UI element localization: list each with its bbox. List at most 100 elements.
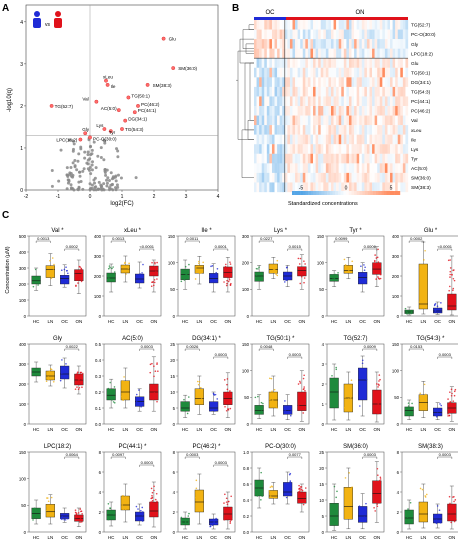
boxplot-point xyxy=(298,407,301,409)
boxplot-point xyxy=(74,388,77,390)
heatmap-cell xyxy=(264,29,267,40)
heatmap-cell xyxy=(284,20,288,30)
heatmap-cell xyxy=(359,144,362,154)
boxplot-ytick-label: 0 xyxy=(24,530,27,535)
boxplot-point xyxy=(300,486,303,488)
heatmap-cell xyxy=(390,58,393,68)
heatmap-cell xyxy=(264,86,267,97)
boxplot-point xyxy=(303,260,305,262)
heatmap-cell xyxy=(284,125,288,135)
heatmap-cell xyxy=(392,39,396,49)
heatmap-cell xyxy=(343,182,347,193)
heatmap-cell xyxy=(289,77,293,88)
boxplot-ytick-label: 0 xyxy=(173,422,176,427)
heatmap-cell xyxy=(292,144,296,154)
boxplot-point xyxy=(379,404,381,407)
boxplot-point xyxy=(215,271,218,274)
heatmap-cell xyxy=(341,67,344,78)
heatmap-cell xyxy=(405,163,409,174)
boxplot-frame xyxy=(177,343,236,425)
boxplot-point xyxy=(407,508,409,510)
heatmap-cell xyxy=(261,58,265,68)
heatmap-cell xyxy=(341,20,344,30)
heatmap-cell xyxy=(264,172,267,183)
heatmap-cell xyxy=(338,39,342,49)
heatmap-cell xyxy=(377,115,380,126)
heatmap-cell xyxy=(405,86,409,97)
heatmap-cell xyxy=(259,29,262,40)
heatmap-cell xyxy=(266,77,270,88)
boxplot-point xyxy=(61,515,64,518)
boxplot-point xyxy=(52,381,55,383)
boxplot-point xyxy=(153,265,156,268)
heatmap-cell xyxy=(264,106,267,116)
volcano-xtick-label: 2 xyxy=(153,194,156,200)
volcano-point-nonsig xyxy=(79,179,83,183)
heatmap-cell xyxy=(256,39,260,49)
heatmap-cell xyxy=(369,58,373,68)
boxplot-point xyxy=(449,411,452,413)
boxplot-point xyxy=(448,298,450,300)
boxplot-point xyxy=(211,524,214,527)
heatmap-cell xyxy=(274,77,278,88)
boxplot-point xyxy=(438,513,440,516)
heatmap-cell xyxy=(400,182,404,193)
heatmap-cell xyxy=(331,96,334,107)
boxplot-point xyxy=(47,500,50,503)
heatmap-cell xyxy=(277,163,280,174)
boxplot-point xyxy=(336,490,338,493)
heatmap-cell xyxy=(377,48,380,59)
heatmap-cell xyxy=(387,125,391,135)
heatmap-cell xyxy=(402,29,406,40)
heatmap-row-label: Val xyxy=(411,118,418,124)
heatmap-cell xyxy=(259,163,262,174)
boxplot-point xyxy=(50,277,53,280)
heatmap-cell xyxy=(359,39,362,49)
boxplot-xtick-label: HC xyxy=(33,427,40,432)
heatmap-cell xyxy=(397,163,401,174)
heatmap-cell xyxy=(328,115,332,126)
heatmap-cell xyxy=(315,134,319,145)
heatmap-cell xyxy=(271,67,275,78)
heatmap-cell xyxy=(313,96,316,107)
boxplot-point xyxy=(196,380,199,383)
boxplot-point xyxy=(434,309,437,312)
heatmap-cell xyxy=(318,144,321,154)
boxplot-point xyxy=(418,504,421,506)
boxplot-box-on xyxy=(297,491,307,504)
boxplot-point xyxy=(224,405,226,408)
heatmap-cell xyxy=(379,96,383,107)
heatmap-cell xyxy=(313,29,316,40)
heatmap-cell xyxy=(348,172,352,183)
heatmap-cell xyxy=(390,106,393,116)
boxplot-point xyxy=(290,409,293,412)
heatmap-row-label: Lys xyxy=(411,147,419,153)
heatmap-cell xyxy=(279,144,283,154)
heatmap-cell xyxy=(264,96,267,107)
heatmap-cell xyxy=(336,96,339,107)
boxplot-point xyxy=(154,262,156,265)
boxplot-xtick-label: LN xyxy=(47,427,53,432)
boxplot-point xyxy=(336,503,339,506)
heatmap-cell xyxy=(395,163,398,174)
heatmap-cell xyxy=(336,77,339,88)
heatmap-cell xyxy=(361,77,365,88)
heatmap-cell xyxy=(287,182,291,193)
boxplot-point xyxy=(64,518,67,521)
heatmap-cell xyxy=(325,86,329,97)
boxplot-point xyxy=(216,398,219,400)
boxplot-point xyxy=(452,496,454,498)
heatmap-cell xyxy=(382,153,386,164)
boxplot-point xyxy=(135,505,138,508)
heatmap-cell xyxy=(346,182,350,193)
boxplot-point xyxy=(151,261,153,264)
heatmap-cell xyxy=(354,144,357,154)
heatmap-cell xyxy=(387,86,391,97)
boxplot-box-on xyxy=(74,269,84,282)
boxplot-point xyxy=(141,272,143,274)
boxplot-point xyxy=(121,380,124,382)
heatmap-cell xyxy=(274,96,278,107)
colorbar-segment xyxy=(378,191,382,195)
boxplot-title: Lys * xyxy=(274,228,288,234)
